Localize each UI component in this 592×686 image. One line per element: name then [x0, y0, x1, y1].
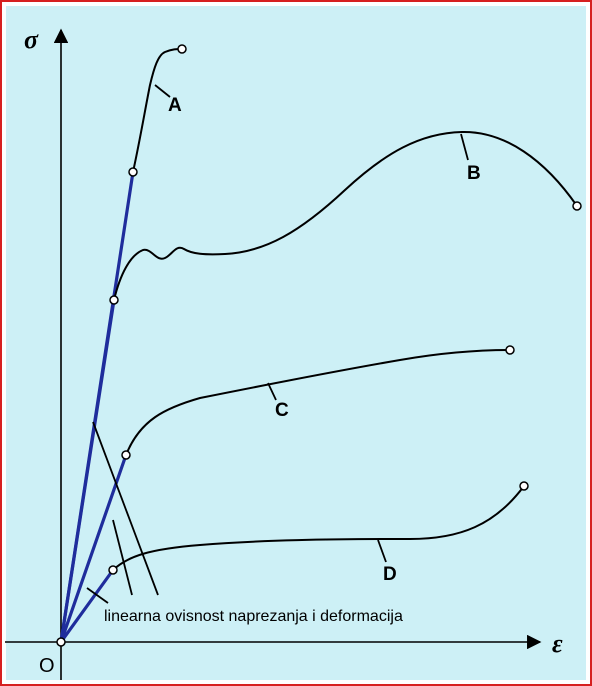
- curve-a: [132, 48, 183, 173]
- linear-segments: [59, 170, 135, 644]
- curve-label-b: B: [467, 163, 481, 184]
- point-c-end: [505, 345, 515, 355]
- point-a-limit: [128, 167, 138, 177]
- curve-label-c: C: [275, 400, 289, 421]
- diagram-panel: [6, 6, 586, 680]
- curve-b: [113, 130, 578, 301]
- linear-relation-annotation: linearna ovisnost naprezanja i deformaci…: [104, 608, 403, 625]
- annotation-pointer-2: [112, 519, 133, 596]
- annotation-pointer-3: [86, 587, 109, 604]
- curve-label-d: D: [383, 564, 397, 585]
- leader-d: [377, 539, 387, 563]
- leader-c: [267, 382, 277, 401]
- annotation-pointer-1: [92, 421, 159, 596]
- linear-segment-c: [59, 453, 128, 644]
- point-b-end: [572, 201, 582, 211]
- point-a-end: [177, 44, 187, 54]
- y-axis-symbol: σ: [24, 25, 39, 54]
- origin-label: O: [39, 655, 55, 677]
- point-b-limit: [109, 295, 119, 305]
- curve-d: [112, 485, 525, 571]
- point-origin: [56, 637, 66, 647]
- point-c-limit: [121, 450, 131, 460]
- linear-segment-b: [59, 298, 116, 644]
- point-d-limit: [108, 565, 118, 575]
- leader-b: [460, 133, 469, 161]
- curve-c: [125, 349, 511, 456]
- curve-label-a: A: [168, 95, 182, 116]
- linear-segment-d: [59, 568, 115, 644]
- point-d-end: [519, 481, 529, 491]
- x-axis-symbol: ε: [552, 629, 563, 658]
- leader-a: [154, 84, 171, 98]
